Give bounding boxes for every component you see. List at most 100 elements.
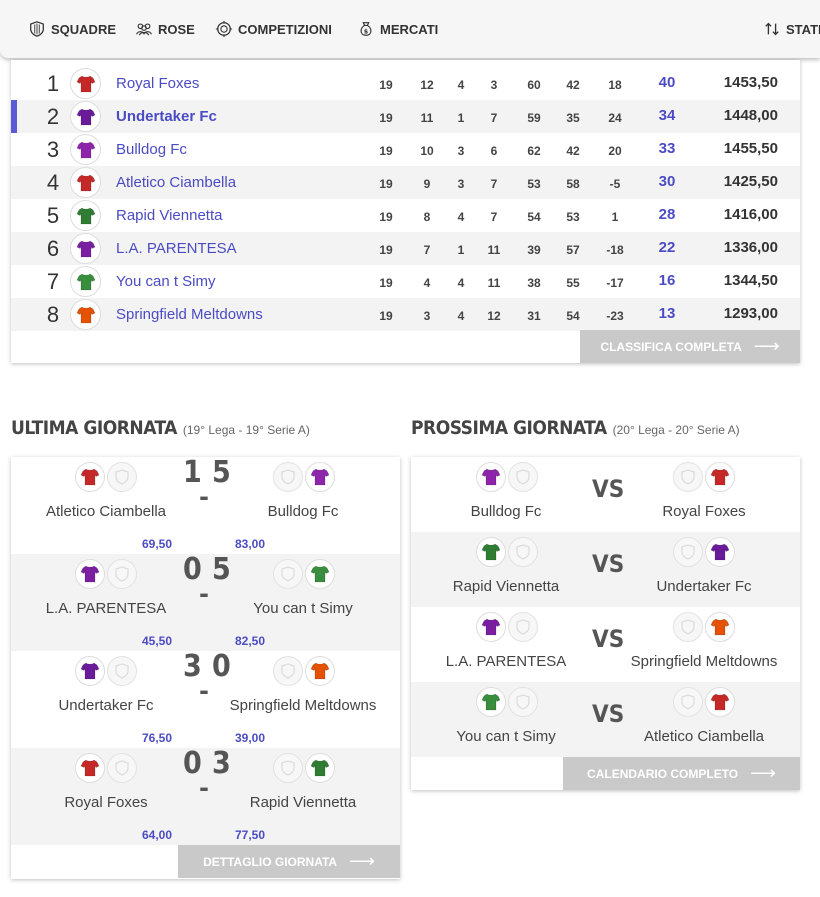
versus-label: VS (592, 700, 625, 728)
stat-value: 12 (420, 78, 434, 92)
nav-competizioni[interactable]: COMPETIZIONI (215, 18, 332, 40)
home-score: 0 (183, 552, 202, 587)
match-row[interactable]: 0 3- Royal Foxes Rapid Viennetta 64,00 77,50 (11, 746, 400, 845)
team-name-link[interactable]: Royal Foxes (116, 75, 200, 92)
standings-row[interactable]: 6 L.A. PARENTESA 19 7 1 11 39 57 -18 22 1336,00 (11, 232, 800, 265)
jersey-icon (80, 468, 100, 486)
match-row[interactable]: 1 5- Atletico Ciambella Bulldog Fc 69,50 83,0… (11, 455, 400, 554)
total-score: 1416,00 (723, 206, 778, 223)
home-league-badge (508, 612, 538, 642)
team-name-link[interactable]: Undertaker Fc (116, 108, 217, 125)
away-points: 82,50 (235, 634, 266, 648)
away-team-name: Springfield Meltdowns (630, 653, 778, 670)
standings-row[interactable]: 4 Atletico Ciambella 19 9 3 7 53 58 -5 30 1425,50 (11, 166, 800, 199)
stat-value: 35 (566, 111, 580, 125)
stat-value: 18 (608, 78, 622, 92)
stat-value: 1 (457, 111, 465, 125)
away-team-badge (705, 612, 735, 642)
last-round-card: 1 5- Atletico Ciambella Bulldog Fc 69,50 83,0… (11, 455, 400, 879)
position: 7 (46, 269, 60, 294)
away-team-badge (705, 462, 735, 492)
standings-row[interactable]: 1 Royal Foxes 19 12 4 3 60 42 18 40 1453,50 (11, 67, 800, 100)
active-row-marker (11, 100, 17, 133)
jersey-icon (710, 693, 730, 711)
standings-row[interactable]: 3 Bulldog Fc 19 10 3 6 62 42 20 33 1455,50 (11, 133, 800, 166)
stat-value: 19 (379, 276, 393, 290)
jersey-icon (76, 75, 95, 92)
stat-value: 19 (379, 111, 393, 125)
stat-value: -23 (606, 309, 624, 323)
stat-value: 3 (457, 177, 465, 191)
stat-value: -17 (606, 276, 624, 290)
stat-value: 55 (566, 276, 580, 290)
team-name-link[interactable]: You can t Simy (116, 273, 216, 290)
away-league-badge (673, 462, 703, 492)
nav-statistiche[interactable]: STATI (763, 18, 820, 40)
nav-mercati[interactable]: $ MERCATI (357, 18, 438, 40)
stat-value: 19 (379, 210, 393, 224)
points: 16 (658, 272, 676, 289)
jersey-icon (710, 543, 730, 561)
versus-label: VS (592, 475, 625, 503)
team-name-link[interactable]: L.A. PARENTESA (116, 240, 237, 257)
standings-row[interactable]: 7 You can t Simy 19 4 4 11 38 55 -17 16 1344,50 (11, 265, 800, 298)
full-standings-button[interactable]: CLASSIFICA COMPLETA ⟶ (580, 330, 800, 363)
away-team-badge (305, 656, 335, 686)
full-calendar-label: CALENDARIO COMPLETO (587, 766, 739, 781)
stat-value: 31 (527, 309, 541, 323)
away-league-badge (673, 537, 703, 567)
team-name-link[interactable]: Atletico Ciambella (116, 174, 237, 191)
next-round-heading: PROSSIMA GIORNATA (411, 417, 607, 439)
points: 13 (658, 305, 676, 322)
placeholder-shield-icon (516, 544, 530, 560)
stat-value: 4 (423, 276, 431, 290)
stat-value: 8 (423, 210, 431, 224)
shield-icon (30, 21, 44, 37)
stat-value: 11 (487, 276, 501, 290)
team-name-link[interactable]: Springfield Meltdowns (116, 306, 263, 323)
jersey-icon (76, 273, 95, 290)
team-name-link[interactable]: Bulldog Fc (116, 141, 187, 158)
team-name-link[interactable]: Rapid Viennetta (116, 207, 223, 224)
stat-value: 54 (527, 210, 541, 224)
home-league-badge (508, 687, 538, 717)
stat-value: 42 (566, 78, 580, 92)
nav-rose[interactable]: ROSE (135, 18, 195, 40)
jersey-icon (310, 565, 330, 583)
match-row[interactable]: 3 0- Undertaker Fc Springfield Meltdowns 76,… (11, 649, 400, 748)
stat-value: 39 (527, 243, 541, 257)
standings-row[interactable]: 8 Springfield Meltdowns 19 3 4 12 31 54 -23 13 129… (11, 298, 800, 331)
points: 30 (658, 173, 676, 190)
away-league-badge (273, 753, 303, 783)
match-row[interactable]: 0 5- L.A. PARENTESA You can t Simy 45,50 82,5… (11, 552, 400, 651)
total-score: 1425,50 (723, 173, 778, 190)
total-score: 1453,50 (723, 74, 778, 91)
standings-row[interactable]: 2 Undertaker Fc 19 11 1 7 59 35 24 34 1448,00 (11, 100, 800, 133)
trophy-icon (215, 20, 233, 38)
fixture-row[interactable]: VS Bulldog Fc Royal Foxes (411, 457, 800, 532)
standings-row[interactable]: 5 Rapid Viennetta 19 8 4 7 54 53 1 28 1416,00 (11, 199, 800, 232)
team-badge (70, 101, 101, 132)
home-points: 76,50 (142, 731, 173, 745)
stat-value: -18 (606, 243, 624, 257)
stat-value: -5 (609, 177, 621, 191)
home-league-badge (508, 462, 538, 492)
away-score: 0 (212, 649, 231, 684)
round-detail-button[interactable]: DETTAGLIO GIORNATA ⟶ (178, 845, 400, 878)
fixture-row[interactable]: VS You can t Simy Atletico Ciambella (411, 682, 800, 757)
points: 28 (658, 206, 676, 223)
fixture-row[interactable]: VS Rapid Viennetta Undertaker Fc (411, 532, 800, 607)
stat-value: 7 (490, 111, 498, 125)
away-team-name: Royal Foxes (662, 503, 746, 520)
top-nav: SQUADRE ROSE COMPETIZIONI $ MERCATI STAT… (0, 0, 820, 58)
score-separator: - (199, 483, 209, 511)
jersey-icon (80, 565, 100, 583)
placeholder-shield-icon (281, 469, 295, 485)
fixture-row[interactable]: VS L.A. PARENTESA Springfield Meltdowns (411, 607, 800, 682)
stat-value: 4 (457, 276, 465, 290)
full-calendar-button[interactable]: CALENDARIO COMPLETO ⟶ (563, 757, 800, 790)
nav-squadre[interactable]: SQUADRE (28, 18, 116, 40)
stat-value: 38 (527, 276, 541, 290)
home-points: 45,50 (142, 634, 173, 648)
stat-value: 1 (457, 243, 465, 257)
